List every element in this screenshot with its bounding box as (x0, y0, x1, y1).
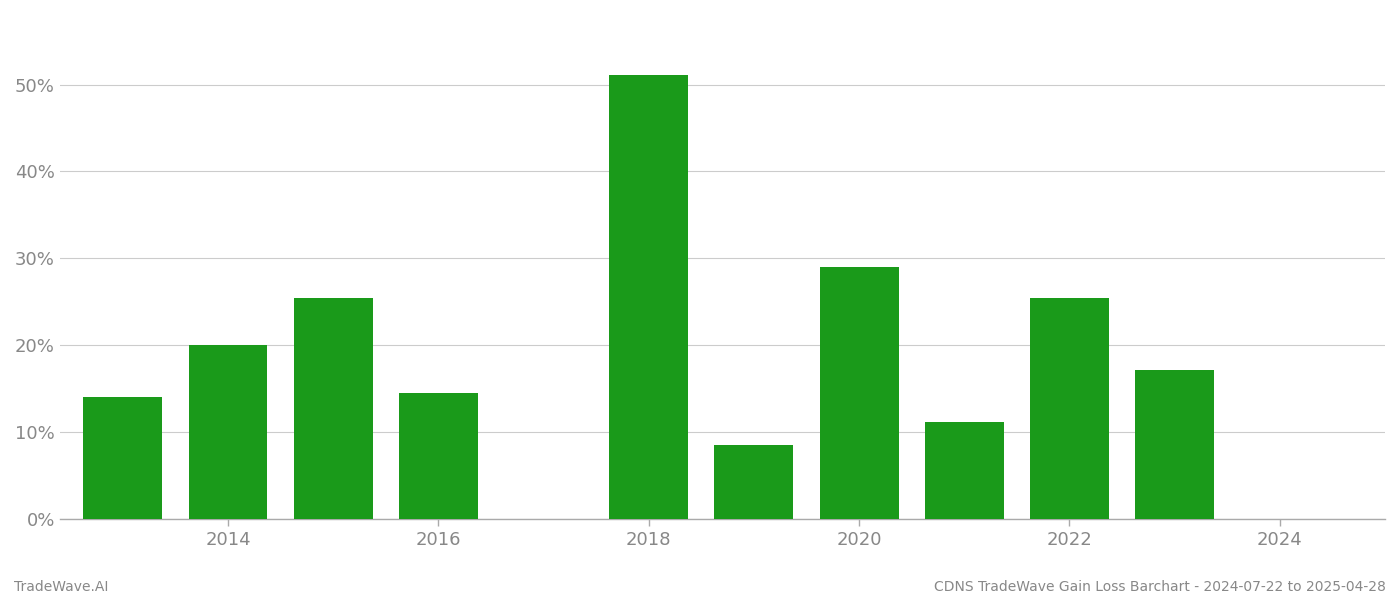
Bar (714, 445, 794, 519)
Bar (399, 393, 477, 519)
Bar (84, 397, 162, 519)
Bar (925, 422, 1004, 519)
Bar (1030, 298, 1109, 519)
Bar (294, 298, 372, 519)
Text: CDNS TradeWave Gain Loss Barchart - 2024-07-22 to 2025-04-28: CDNS TradeWave Gain Loss Barchart - 2024… (934, 580, 1386, 594)
Text: TradeWave.AI: TradeWave.AI (14, 580, 108, 594)
Bar (819, 267, 899, 519)
Bar (609, 75, 689, 519)
Bar (189, 346, 267, 519)
Bar (1135, 370, 1214, 519)
